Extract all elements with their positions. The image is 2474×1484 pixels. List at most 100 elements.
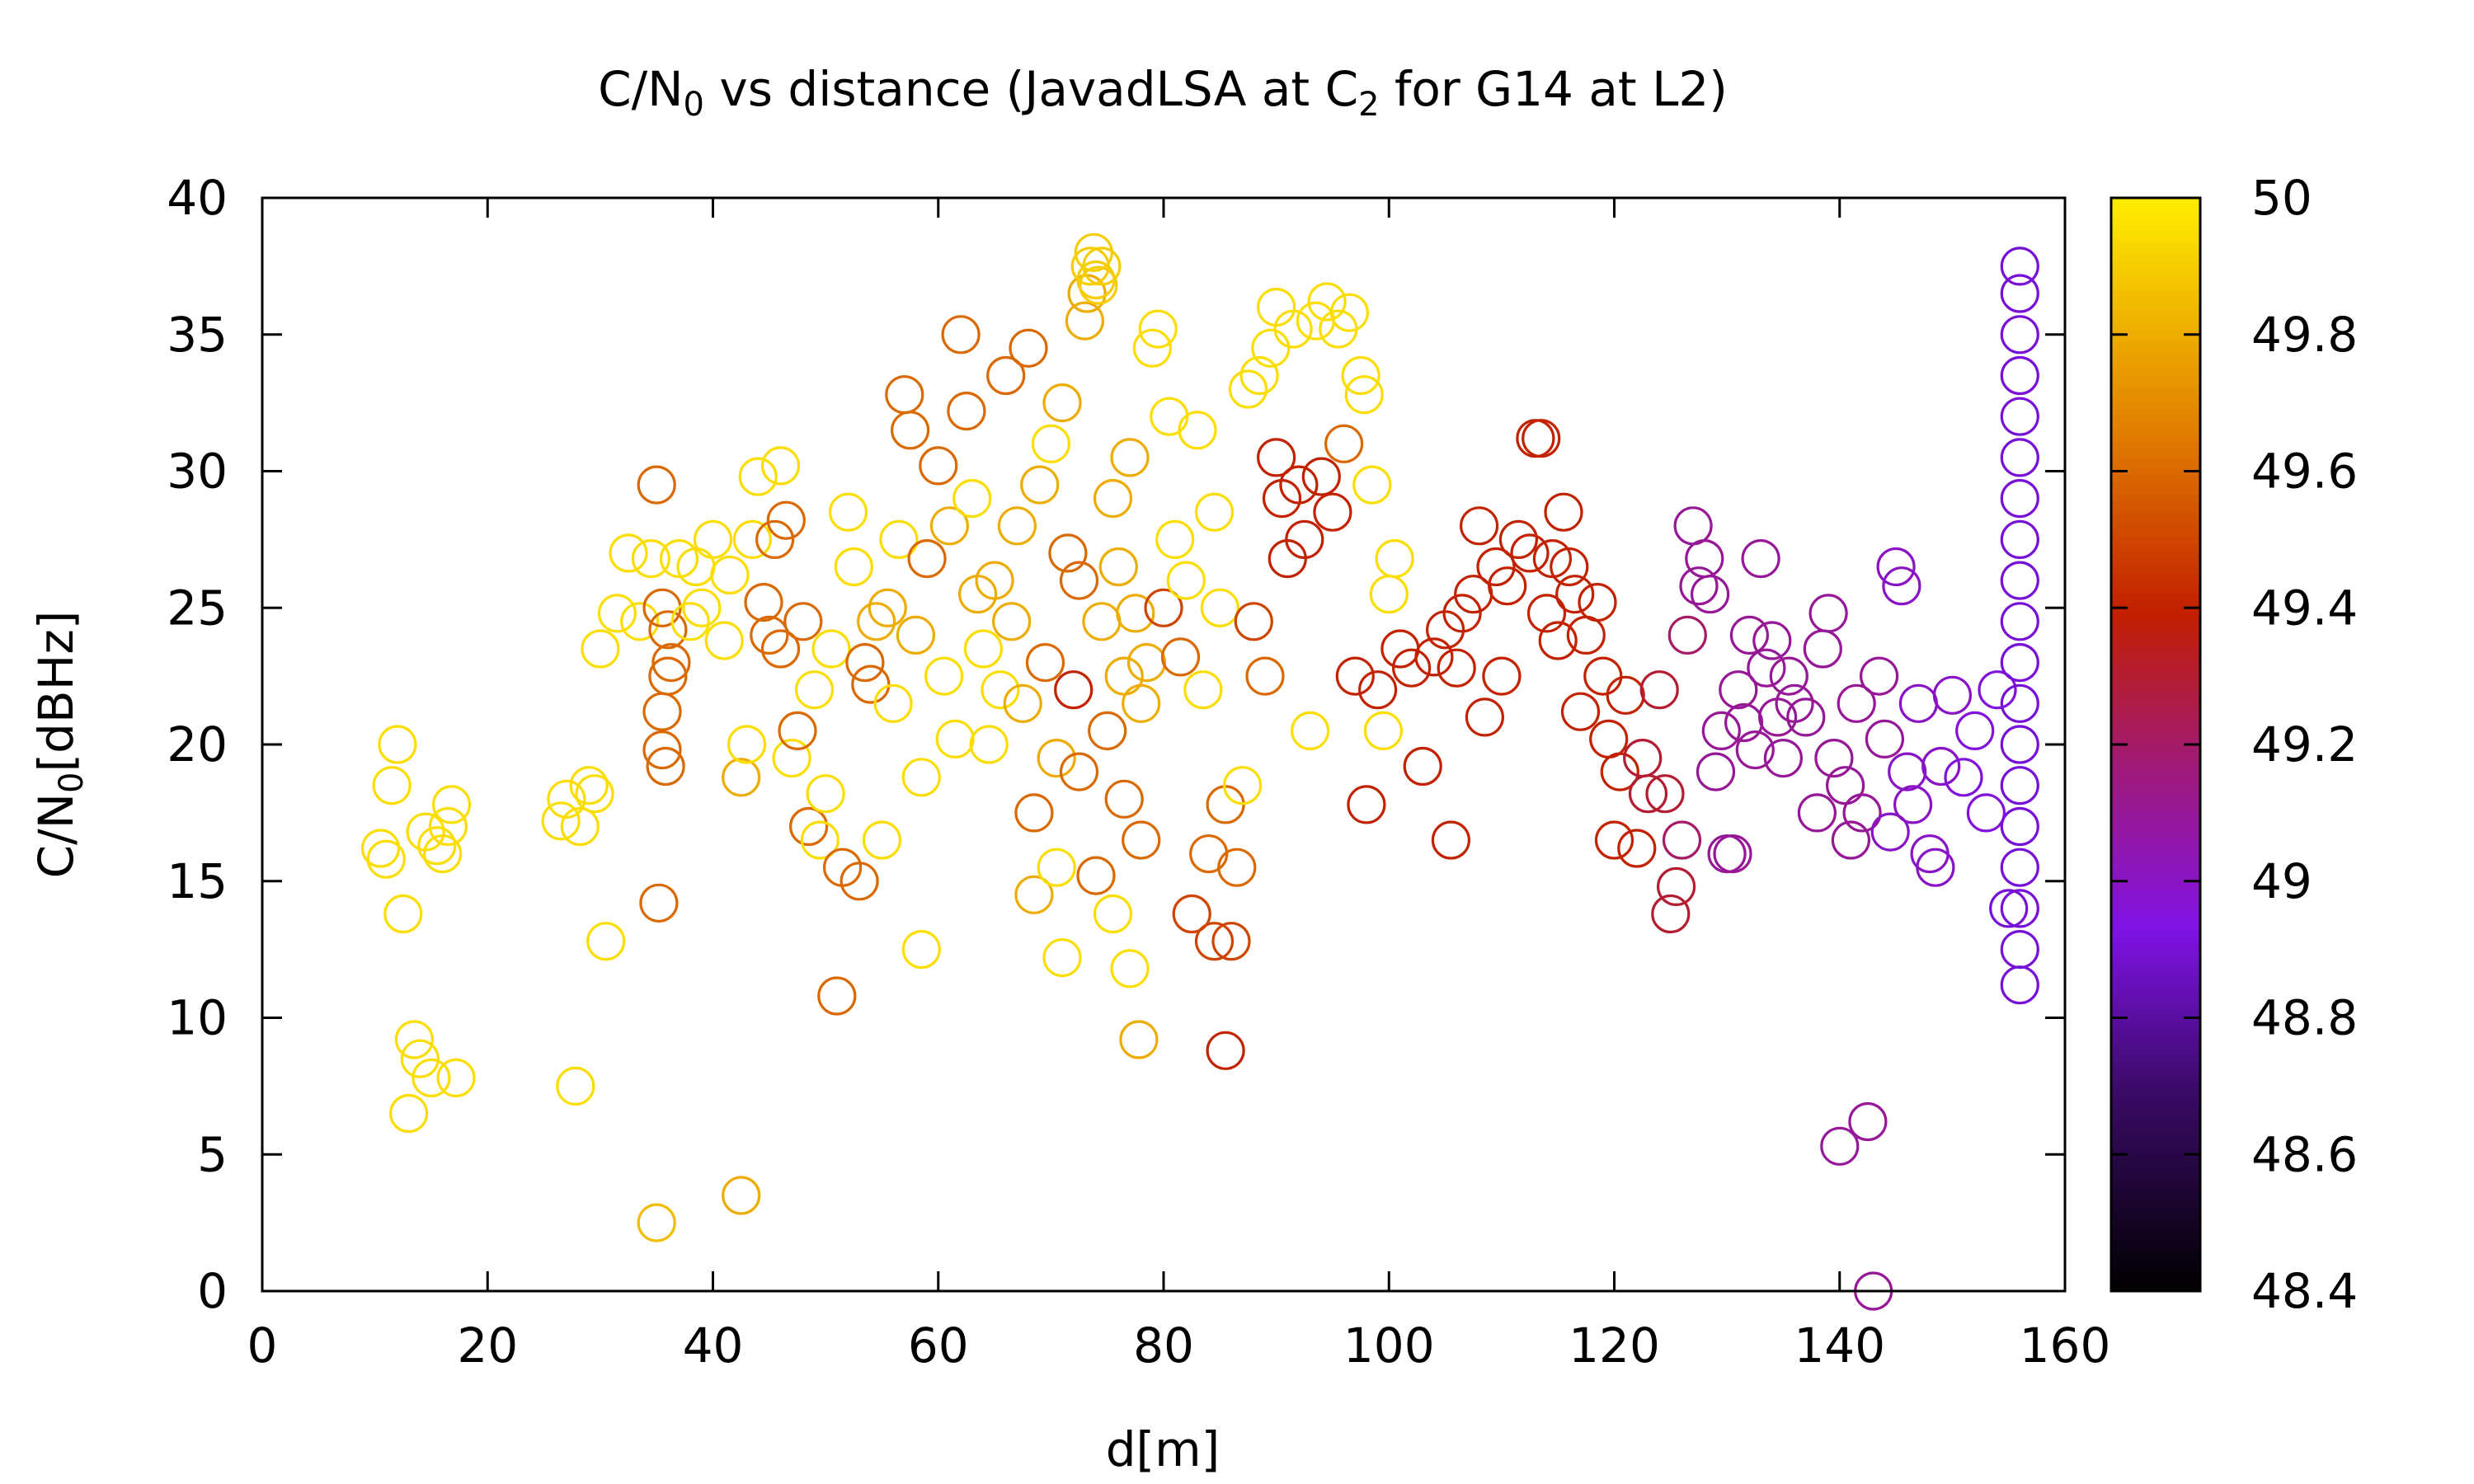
data-point [670,602,710,641]
data-point [1150,397,1189,436]
data-point [1363,711,1404,751]
data-point [646,746,685,787]
data-point [783,602,823,641]
data-point [738,457,778,496]
data-point [1228,369,1268,409]
data-point [1701,711,1741,751]
data-point [929,506,970,546]
data-point [1538,621,1578,660]
data-point [1583,656,1623,696]
data-point [1763,738,1803,778]
data-point [2000,397,2039,436]
data-point [1132,328,1172,368]
data-point [1110,438,1150,477]
data-point [991,602,1032,641]
data-point [1344,375,1384,415]
data-point [1639,670,1679,710]
data-point [1978,670,2017,710]
data-point [2000,725,2039,764]
y-tick-label: 30 [167,444,228,500]
data-point [1747,648,1786,688]
data-point [722,1176,761,1215]
data-point [1921,746,1961,787]
data-point [1617,829,1657,868]
data-point [1860,656,1899,696]
data-point [1724,702,1764,743]
data-point [2000,965,2039,1005]
data-point [1526,594,1567,633]
data-point [1837,683,1876,723]
data-point [366,839,406,879]
data-point [1510,533,1550,573]
data-point [1482,656,1522,696]
data-point [1031,424,1071,463]
data-point [1251,328,1291,368]
data-point [1555,575,1595,614]
data-point [1104,779,1144,819]
data-point [1414,637,1454,677]
data-point [2000,274,2039,313]
data-point [575,774,614,814]
data-point [766,500,806,540]
data-point [1944,758,1983,797]
data-point [431,785,472,824]
data-point [969,725,1009,764]
data-point [2000,519,2039,560]
data-point [1217,848,1257,887]
data-point [727,725,767,764]
data-point [1916,848,1955,887]
data-point [1189,834,1229,874]
data-point [1042,937,1082,978]
data-point [1093,894,1133,934]
data-point [817,976,857,1016]
x-tick-label: 0 [247,1317,278,1374]
data-point [1172,894,1211,934]
data-point [1119,1020,1159,1059]
data-point [1290,711,1330,751]
data-point [1025,642,1065,683]
data-point [811,629,851,669]
chart-title: C/N0 vs distance (JavadLSA at C2 for G14… [598,61,1728,124]
data-point [1222,766,1263,805]
data-point [856,602,896,641]
data-point [1966,793,2006,833]
data-point [896,615,936,655]
data-point [1820,1126,1860,1166]
data-point [845,642,885,683]
data-point [788,806,829,847]
data-point [760,446,801,486]
data-point [693,519,733,560]
data-point [1122,683,1161,723]
data-point [1138,309,1178,349]
data-point [1606,675,1645,715]
data-point [1160,637,1201,677]
data-point [794,670,835,710]
data-point [1003,683,1042,723]
data-point [648,610,688,650]
data-point [1020,465,1060,505]
data-point [941,315,981,355]
data-point [1183,670,1223,710]
data-point [1037,848,1076,887]
data-point [1206,1031,1245,1070]
data-point [935,719,975,759]
data-point [1831,820,1870,860]
data-point [1814,738,1854,778]
colorbar-tick-label: 49.8 [2251,307,2358,363]
x-tick-label: 160 [2020,1317,2111,1374]
data-point [648,656,688,696]
data-point [586,922,626,961]
colorbar-tick-label: 49.6 [2251,444,2358,500]
y-axis-label: C/N0[dBHz] [28,611,91,879]
data-point [1313,492,1352,532]
data-point [1076,856,1116,895]
data-point [1656,866,1696,907]
data-point [772,738,811,778]
data-point [651,642,691,683]
data-point [952,478,992,519]
data-point [1589,719,1629,759]
x-tick-label: 40 [683,1317,744,1374]
data-point [659,538,699,579]
data-point [1437,648,1476,688]
data-point [569,766,609,805]
